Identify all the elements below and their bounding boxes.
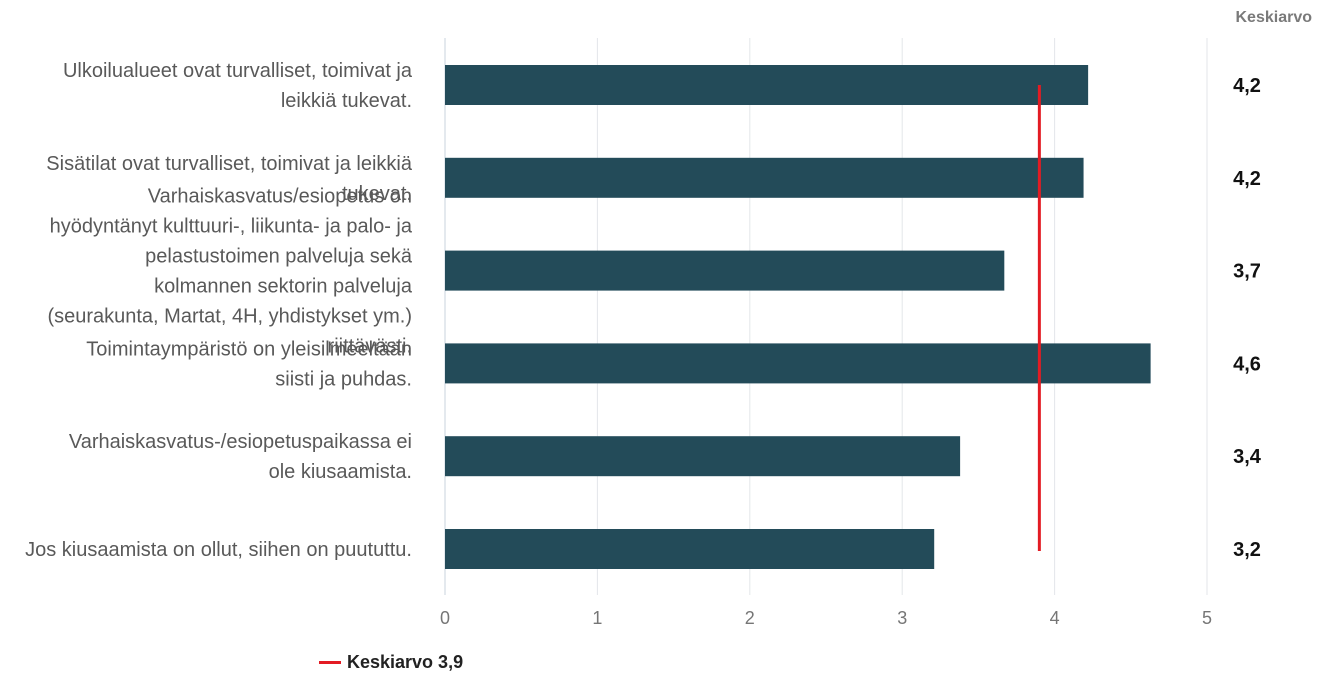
bar: [445, 529, 935, 569]
category-label: Varhaiskasvatus/esiopetus on hyödyntänyt …: [47, 186, 412, 358]
value-label: 4,2: [1233, 75, 1261, 97]
value-column-header: Keskiarvo: [1235, 9, 1313, 26]
bar: [445, 157, 1084, 198]
category-label: Varhaiskasvatus-/esiopetuspaikassa ei ole…: [69, 431, 412, 483]
value-label: 4,6: [1233, 353, 1261, 375]
bar: [445, 436, 961, 477]
x-tick-label: 0: [440, 608, 450, 628]
legend-mean-swatch: [319, 661, 341, 664]
value-label: 3,2: [1233, 539, 1261, 561]
bar: [445, 65, 1089, 105]
x-tick-label: 1: [592, 608, 602, 628]
x-tick-label: 4: [1050, 608, 1060, 628]
bar: [445, 250, 1005, 291]
category-label: Ulkoilualueet ovat turvalliset, toimivat…: [63, 60, 413, 112]
x-tick-label: 5: [1202, 608, 1212, 628]
value-label: 3,7: [1233, 261, 1261, 283]
legend: Keskiarvo 3,9: [319, 652, 463, 673]
x-tick-label: 3: [897, 608, 907, 628]
category-label: Jos kiusaamista on ollut, siihen on puut…: [25, 539, 412, 561]
x-tick-label: 2: [745, 608, 755, 628]
legend-mean-label: Keskiarvo 3,9: [347, 652, 464, 672]
category-label: Toimintaympäristö on yleisilmeeltään siis…: [86, 338, 412, 390]
value-label: 4,2: [1233, 168, 1261, 190]
category-label: Sisätilat ovat turvalliset, toimivat ja …: [46, 153, 413, 205]
value-label: 3,4: [1233, 446, 1262, 468]
bar: [445, 343, 1151, 384]
